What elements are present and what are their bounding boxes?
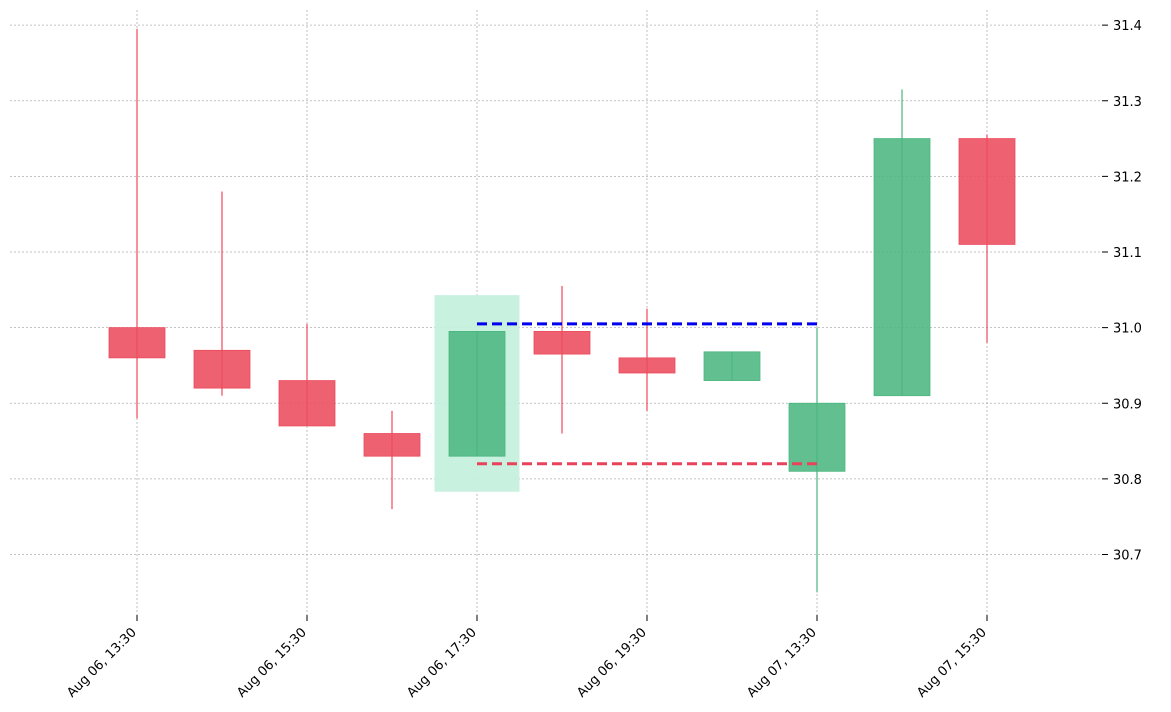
level-lines [477, 322, 817, 466]
y-tick-label: 30.9 [1113, 397, 1142, 412]
candle-body [108, 327, 166, 359]
candle-2 [278, 323, 336, 427]
grid [10, 10, 1100, 615]
candle-6 [618, 308, 676, 411]
y-tick-label: 31.3 [1113, 95, 1142, 110]
candle-body [873, 138, 931, 397]
candle-body [363, 433, 421, 457]
candle-body [193, 349, 251, 389]
y-tick-label: 31.4 [1113, 19, 1142, 34]
x-tick-label: Aug 06, 17:30 [404, 625, 480, 701]
x-tick-label: Aug 06, 15:30 [234, 625, 310, 701]
y-tick-label: 30.7 [1113, 549, 1142, 564]
y-tick-label: 31.2 [1113, 170, 1142, 185]
candle-body [788, 402, 846, 472]
x-tick-label: Aug 07, 15:30 [914, 625, 990, 701]
candle-5 [533, 286, 591, 434]
candle-body [533, 331, 591, 355]
candle-4 [448, 331, 506, 457]
x-tick-label: Aug 07, 13:30 [744, 625, 820, 701]
candle-body [278, 380, 336, 427]
candle-3 [363, 410, 421, 510]
candle-body [448, 331, 506, 457]
candle-body [958, 138, 1016, 245]
candle-0 [108, 28, 166, 419]
x-tick-label: Aug 06, 13:30 [64, 625, 140, 701]
candles [108, 28, 1016, 593]
y-tick-label: 31.1 [1113, 246, 1142, 261]
x-tick-label: Aug 06, 19:30 [574, 625, 650, 701]
candle-8 [788, 327, 846, 593]
candle-9 [873, 89, 931, 397]
candle-body [703, 351, 761, 381]
candle-7 [703, 351, 761, 381]
candle-1 [193, 191, 251, 396]
y-tick-label: 30.8 [1113, 473, 1142, 488]
candle-10 [958, 134, 1016, 343]
candle-body [618, 357, 676, 374]
y-tick-label: 31.0 [1113, 322, 1142, 337]
